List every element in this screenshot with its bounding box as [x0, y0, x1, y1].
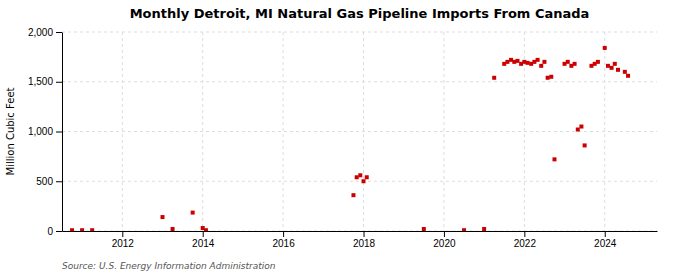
point — [505, 60, 509, 64]
tick-mark — [122, 231, 123, 237]
y-axis: 0 500 1,000 1,500 2,000 — [28, 27, 63, 237]
tick-mark — [56, 231, 62, 232]
point — [515, 59, 519, 63]
point — [576, 128, 580, 132]
point — [351, 193, 355, 197]
tick: 1,000 — [28, 126, 62, 137]
tick: 0 — [47, 226, 62, 237]
point — [579, 125, 583, 129]
tick: 2024 — [594, 231, 617, 249]
tick: 2022 — [514, 231, 537, 249]
point — [613, 62, 617, 66]
plot: 2012 2014 2016 2018 2020 2022 2024 0 500 1,000 1,5… — [28, 27, 658, 249]
tick-mark — [524, 231, 525, 237]
tick-label: 2018 — [353, 238, 376, 249]
point — [542, 60, 546, 64]
grid-line-x — [283, 32, 284, 231]
tick-label: 2,000 — [28, 27, 53, 38]
tick-label: 2024 — [594, 238, 617, 249]
point — [610, 66, 614, 70]
tick: 2,000 — [28, 27, 62, 38]
x-axis: 2012 2014 2016 2018 2020 2022 2024 — [63, 231, 658, 249]
point — [616, 68, 620, 72]
tick-mark — [56, 181, 62, 182]
tick: 2020 — [433, 231, 456, 249]
tick: 2014 — [192, 231, 215, 249]
tick-label: 1,500 — [28, 76, 53, 87]
tick-label: 2012 — [112, 238, 135, 249]
title: Monthly Detroit, MI Natural Gas Pipeline… — [130, 6, 590, 21]
tick-mark — [56, 82, 62, 83]
point — [358, 173, 362, 177]
point — [482, 227, 486, 231]
point — [626, 74, 630, 78]
point — [70, 228, 74, 231]
tick: 2012 — [112, 231, 135, 249]
point — [526, 61, 530, 65]
chart: 2012 2014 2016 2018 2020 2022 2024 0 500 1,000 1,5… — [0, 0, 675, 275]
point — [492, 76, 496, 80]
point — [422, 227, 426, 231]
points — [70, 46, 630, 231]
point — [90, 228, 94, 231]
point — [583, 143, 587, 147]
point — [573, 62, 577, 66]
tick-mark — [444, 231, 445, 237]
point — [462, 228, 466, 231]
tick: 1,500 — [28, 76, 62, 87]
point — [566, 60, 570, 64]
grid-line-x — [443, 32, 444, 231]
grid-line-y — [62, 231, 657, 232]
tick-label: 2014 — [192, 238, 215, 249]
tick: 2016 — [272, 231, 295, 249]
x-axis-line — [63, 231, 658, 232]
tick-label: 1,000 — [28, 126, 53, 137]
point — [171, 227, 175, 231]
y-axis-line — [62, 33, 63, 232]
point — [546, 76, 550, 80]
point — [362, 179, 366, 183]
grid-line-y — [62, 131, 657, 132]
point — [606, 64, 610, 68]
source-note: Source: U.S. Energy Information Administ… — [62, 261, 276, 271]
tick: 500 — [36, 176, 62, 187]
point — [539, 64, 543, 68]
tick-mark — [283, 231, 284, 237]
point — [552, 157, 556, 161]
grid-line-y — [62, 81, 657, 82]
point — [596, 60, 600, 64]
point — [161, 215, 165, 219]
point — [191, 211, 195, 215]
tick-label: 2022 — [514, 238, 537, 249]
tick-mark — [203, 231, 204, 237]
point — [80, 228, 84, 231]
tick-label: 500 — [36, 176, 53, 187]
point — [204, 228, 208, 231]
tick-mark — [56, 32, 62, 33]
tick-label: 2016 — [272, 238, 295, 249]
tick: 2018 — [353, 231, 376, 249]
y-axis-title: Million Cubic Feet — [5, 87, 16, 175]
tick-mark — [364, 231, 365, 237]
grid — [62, 32, 657, 231]
point — [536, 58, 540, 62]
point — [603, 46, 607, 50]
grid-line-y — [62, 32, 657, 33]
point — [365, 175, 369, 179]
grid-line-y — [62, 181, 657, 182]
point — [355, 175, 359, 179]
point — [623, 70, 627, 74]
tick-label: 0 — [47, 226, 53, 237]
tick-mark — [605, 231, 606, 237]
tick-label: 2020 — [433, 238, 456, 249]
point — [549, 75, 553, 79]
tick-mark — [56, 132, 62, 133]
